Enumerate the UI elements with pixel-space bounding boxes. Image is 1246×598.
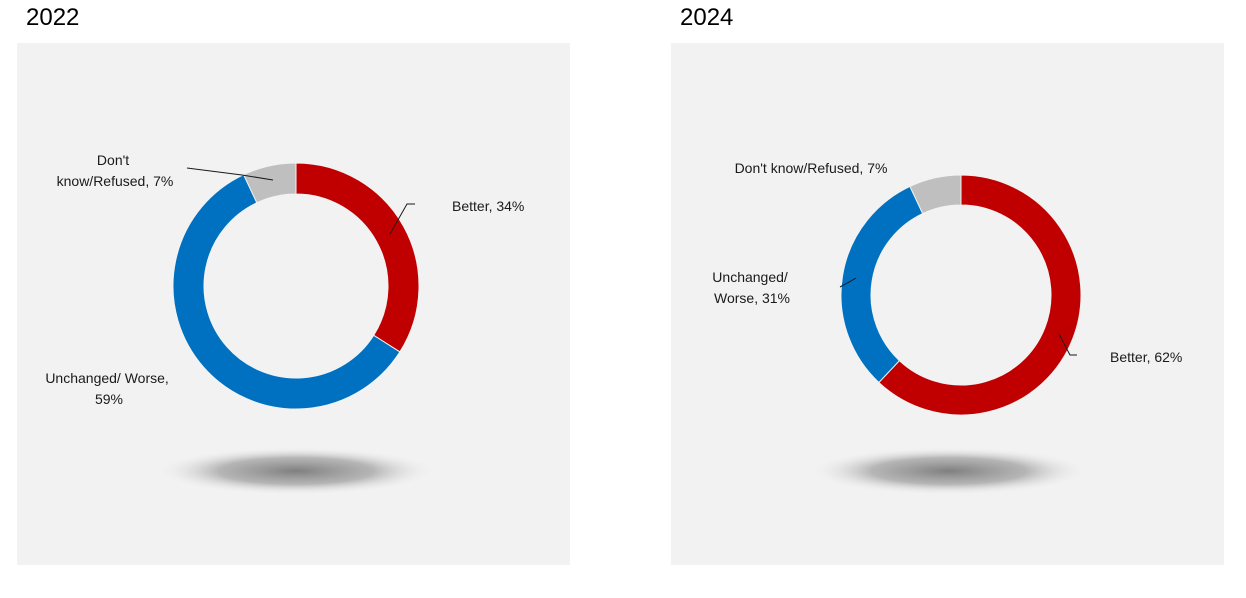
data-label-better: Better, 34% [452, 198, 524, 214]
donut-shadow [809, 447, 1089, 495]
slice-better [295, 162, 420, 353]
chart-panel-2024: Better, 62% Don't know/Refused, 7% Uncha… [671, 43, 1224, 565]
leader-line-better [1058, 333, 1077, 356]
chart-title-2024: 2024 [680, 4, 734, 31]
data-label-dont-know-refused: Don't know/Refused, 7% [735, 160, 888, 176]
data-label-unchanged-worse: Unchanged/ Worse, 31% [712, 269, 791, 306]
chart-title-2022: 2022 [26, 4, 80, 31]
slice-dont-know-refused [242, 162, 297, 204]
donut-chart-2024: Better, 62% Don't know/Refused, 7% Uncha… [712, 160, 1182, 495]
leader-line-dont-know [186, 167, 274, 181]
slice-dont-know-refused [909, 174, 962, 215]
slice-unchanged-worse [840, 185, 924, 384]
slice-better [878, 174, 1082, 416]
slice-unchanged-worse [172, 174, 401, 410]
data-label-better: Better, 62% [1110, 349, 1182, 365]
data-label-unchanged-worse: Unchanged/ Worse, 59% [45, 370, 172, 407]
donut-chart-2022: Better, 34% Don't know/Refused, 7% Uncha… [45, 152, 524, 495]
data-label-dont-know-refused: Don't know/Refused, 7% [57, 152, 174, 189]
leader-line-unchanged-worse [839, 277, 857, 288]
leader-line-better [389, 203, 415, 235]
chart-panel-2022: Better, 34% Don't know/Refused, 7% Uncha… [17, 43, 570, 565]
donut-shadow [156, 447, 436, 495]
